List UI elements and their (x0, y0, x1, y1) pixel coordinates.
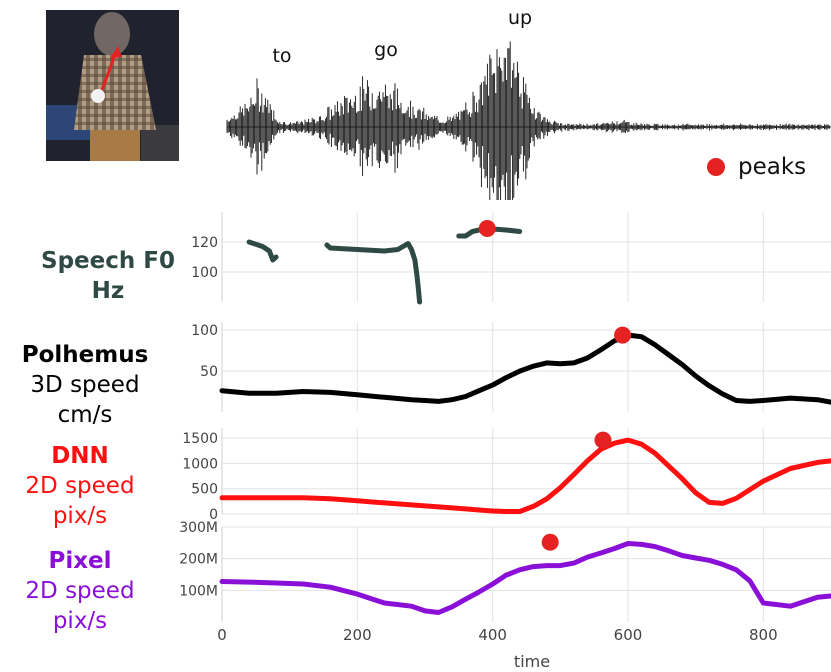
pixel-title: Pixel (48, 548, 112, 574)
peak-marker (478, 220, 496, 237)
dnn-title: DNN (51, 443, 109, 469)
x-tick-label: 400 (478, 626, 507, 644)
speech-f0-title: Speech F0 (41, 248, 175, 274)
speech-f0-chart: 100 120 (191, 212, 831, 305)
legend-peaks-label: peaks (738, 154, 806, 180)
word-to: to (272, 45, 291, 67)
x-tick-label: 600 (614, 626, 643, 644)
polhemus-unit: cm/s (57, 402, 113, 428)
speaker-photo (46, 10, 179, 161)
dnn-sub: 2D speed (25, 473, 135, 499)
y-tick-label: 50 (200, 364, 218, 380)
legend-peak-marker (707, 158, 725, 176)
speech-f0-unit: Hz (91, 278, 125, 304)
x-axis-label: time (514, 652, 550, 671)
peak-marker (541, 533, 559, 551)
peak-marker (594, 431, 612, 449)
y-tick-label: 100 (191, 265, 218, 281)
peak-marker (614, 326, 632, 344)
pixel-sub: 2D speed (25, 578, 135, 604)
series-line (219, 541, 831, 615)
series-line (219, 437, 831, 514)
polhemus-sub: 3D speed (30, 372, 140, 398)
audio-waveform (226, 41, 831, 200)
audio-waveform-panel: to go up peaks (226, 7, 831, 200)
y-tick-label: 120 (191, 235, 218, 251)
x-tick-label: 0 (217, 626, 227, 644)
x-tick-label: 800 (749, 626, 778, 644)
word-go: go (374, 39, 398, 61)
pixel-label: Pixel 2D speed pix/s (0, 546, 160, 636)
speaker-photo-graphic (46, 10, 179, 161)
y-tick-label: 1000 (182, 456, 218, 472)
word-up: up (508, 7, 532, 29)
y-tick-label: 0 (209, 507, 218, 523)
y-tick-label: 200M (179, 552, 218, 568)
pixel-chart: 100M 200M 300M 0 200 400 600 800 (179, 520, 831, 644)
series-line (246, 239, 279, 263)
speech-f0-label: Speech F0 Hz (8, 246, 208, 306)
polhemus-chart: 50 100 (191, 322, 831, 412)
y-tick-label: 100M (179, 583, 218, 599)
polhemus-title: Polhemus (21, 342, 149, 368)
dnn-unit: pix/s (52, 503, 108, 529)
y-tick-label: 300M (179, 520, 218, 536)
y-tick-label: 1500 (182, 431, 218, 447)
series-line (219, 332, 831, 405)
y-tick-label: 100 (191, 323, 218, 339)
polhemus-label: Polhemus 3D speed cm/s (0, 340, 170, 430)
pixel-unit: pix/s (52, 608, 108, 634)
x-tick-label: 200 (343, 626, 372, 644)
dnn-chart: 0 500 1000 1500 (182, 428, 831, 523)
series-line (324, 241, 423, 305)
dnn-label: DNN 2D speed pix/s (0, 441, 160, 531)
y-tick-label: 500 (191, 482, 218, 498)
